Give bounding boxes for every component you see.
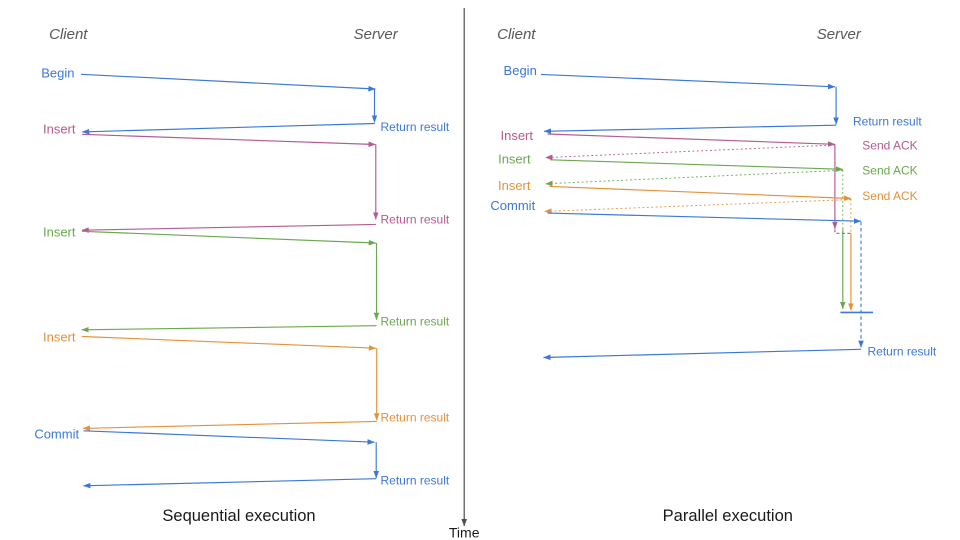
svg-text:Insert: Insert	[500, 128, 533, 143]
svg-text:Return result: Return result	[381, 411, 450, 425]
svg-text:Commit: Commit	[490, 198, 535, 213]
svg-text:Client: Client	[49, 26, 88, 43]
svg-text:Client: Client	[497, 26, 536, 43]
svg-text:Insert: Insert	[43, 122, 76, 137]
svg-text:Insert: Insert	[498, 178, 531, 193]
svg-text:Server: Server	[354, 26, 399, 43]
svg-text:Insert: Insert	[43, 330, 76, 345]
svg-text:Insert: Insert	[43, 225, 76, 240]
svg-text:Return result: Return result	[853, 115, 922, 129]
svg-text:Send ACK: Send ACK	[862, 138, 917, 152]
svg-text:Insert: Insert	[498, 152, 531, 167]
svg-text:Send ACK: Send ACK	[862, 189, 917, 203]
svg-text:Begin: Begin	[41, 66, 74, 81]
svg-text:Parallel execution: Parallel execution	[663, 507, 793, 525]
svg-text:Return result: Return result	[381, 314, 450, 328]
svg-text:Server: Server	[817, 26, 862, 43]
svg-text:Begin: Begin	[504, 63, 537, 78]
svg-text:Return result: Return result	[381, 212, 450, 226]
svg-text:Time: Time	[449, 525, 480, 540]
svg-text:Commit: Commit	[34, 427, 79, 442]
svg-text:Return result: Return result	[868, 344, 937, 358]
svg-text:Sequential execution: Sequential execution	[162, 507, 315, 525]
svg-text:Return result: Return result	[381, 120, 450, 134]
svg-text:Return result: Return result	[381, 474, 450, 488]
svg-text:Send ACK: Send ACK	[862, 163, 917, 177]
